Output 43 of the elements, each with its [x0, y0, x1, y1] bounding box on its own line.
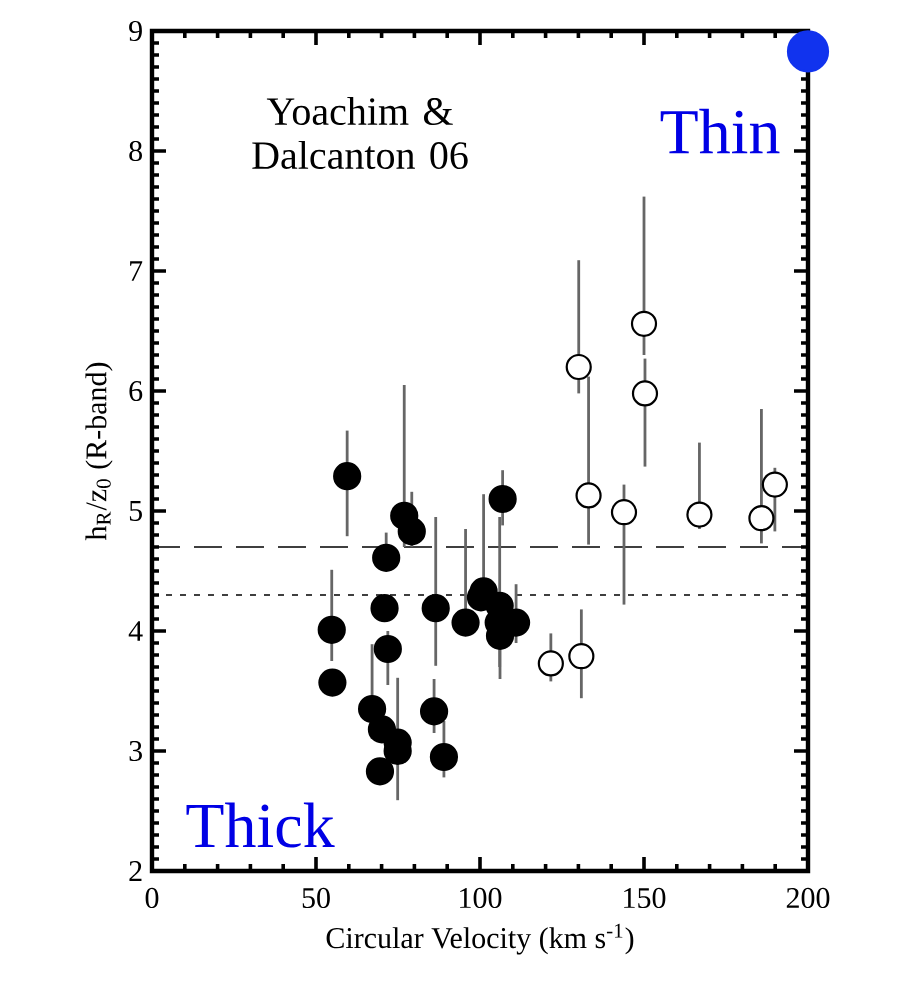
x-tick-label: 0: [145, 887, 159, 909]
x-tick-label: 150: [624, 887, 666, 909]
x-tick-label: 50: [302, 887, 330, 909]
x-tick-label: 100: [460, 887, 502, 909]
x-tick-label: 200: [786, 887, 830, 909]
point: [786, 30, 830, 73]
y-tick-label: 8: [129, 140, 142, 162]
y-tick-label: 7: [130, 261, 143, 281]
point: [748, 505, 775, 532]
y-tick-label: 4: [128, 621, 143, 641]
y-axis-title: h$_{R}$/z$_{0}$ (R-band): [85, 362, 113, 541]
point: [370, 594, 399, 623]
point: [568, 643, 595, 670]
point: [333, 462, 362, 491]
point: [451, 608, 480, 637]
y-tick-label: 6: [129, 380, 143, 402]
point: [631, 380, 659, 407]
y-tick-label: 5: [129, 501, 142, 521]
y-tick-label: 3: [129, 740, 142, 762]
x-axis-title: Circular Velocity (km s$^{-1}$): [326, 923, 634, 955]
point: [372, 543, 401, 572]
annotation: Yoachim & Dalcanton 06: [252, 96, 468, 170]
point: [630, 310, 658, 337]
point: [565, 353, 592, 381]
annotation: Thick: [186, 802, 335, 848]
point: [397, 517, 426, 546]
point: [686, 501, 713, 528]
point: [421, 594, 450, 623]
annotation: Thin: [660, 108, 780, 154]
point: [357, 694, 387, 724]
point: [373, 634, 402, 664]
y-tick-label: 2: [129, 861, 142, 881]
point: [761, 471, 788, 498]
point: [488, 484, 517, 514]
point: [419, 697, 449, 726]
y-tick-label: 9: [129, 20, 142, 42]
point: [537, 650, 564, 677]
point: [365, 757, 395, 786]
point: [575, 482, 602, 509]
point: [317, 615, 346, 644]
point: [318, 668, 347, 697]
point: [429, 742, 459, 772]
point: [610, 499, 638, 526]
